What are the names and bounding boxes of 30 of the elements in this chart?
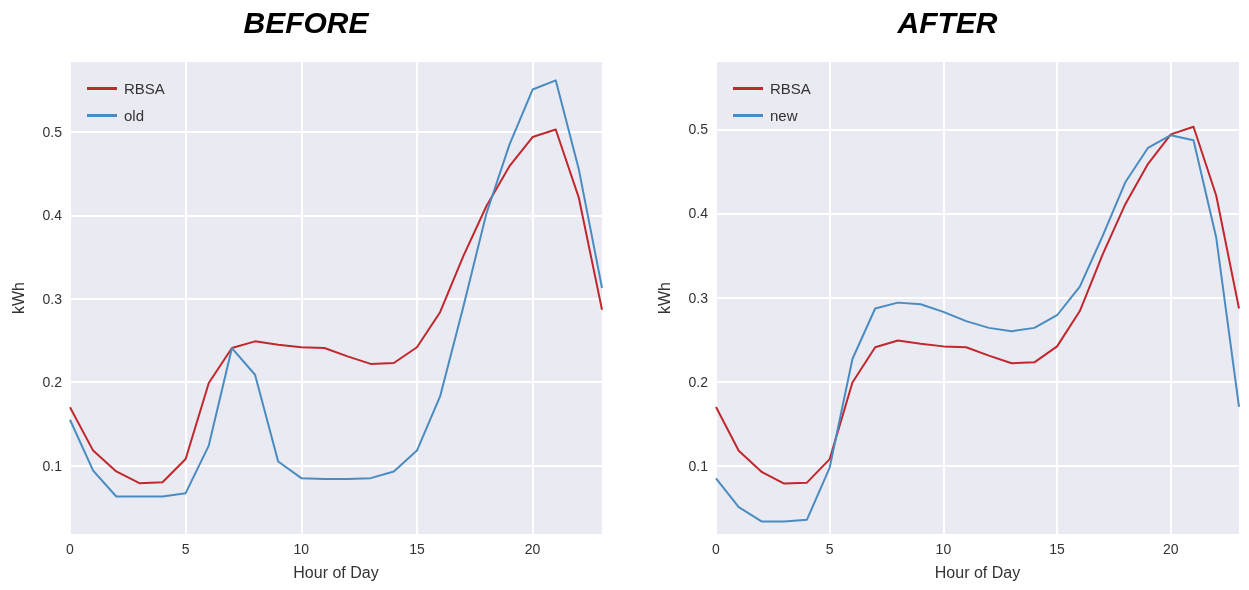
chart-title: BEFORE (243, 5, 370, 39)
x-tick-label: 20 (1162, 541, 1179, 557)
y-tick-label: 0.2 (42, 374, 63, 391)
y-axis-title: kWh (9, 282, 27, 314)
y-tick-label: 0.5 (42, 124, 63, 141)
x-tick-label: 20 (524, 541, 541, 557)
x-tick-label: 15 (1049, 541, 1066, 557)
x-tick-label: 0 (66, 541, 75, 557)
x-tick-label: 0 (712, 541, 721, 557)
y-tick-label: 0.1 (42, 457, 63, 474)
y-tick-label: 0.4 (42, 207, 63, 224)
x-axis-title: Hour of Day (293, 563, 379, 581)
x-tick-label: 5 (825, 541, 834, 557)
y-tick-label: 0.4 (688, 205, 709, 222)
legend-label: new (770, 107, 798, 124)
y-tick-label: 0.1 (688, 457, 709, 474)
y-axis-title: kWh (655, 282, 673, 314)
y-tick-label: 0.3 (688, 289, 709, 306)
y-tick-label: 0.3 (42, 290, 63, 307)
x-axis-title: Hour of Day (934, 563, 1021, 581)
x-tick-label: 5 (181, 541, 190, 557)
chart-title: AFTER (896, 5, 998, 39)
legend-label: RBSA (124, 80, 165, 97)
legend-label: RBSA (770, 80, 811, 97)
x-tick-label: 15 (409, 541, 425, 557)
legend-label: old (124, 107, 145, 124)
y-tick-label: 0.5 (688, 121, 709, 138)
y-tick-label: 0.2 (688, 373, 709, 390)
x-tick-label: 10 (293, 541, 310, 557)
x-tick-label: 10 (935, 541, 952, 557)
